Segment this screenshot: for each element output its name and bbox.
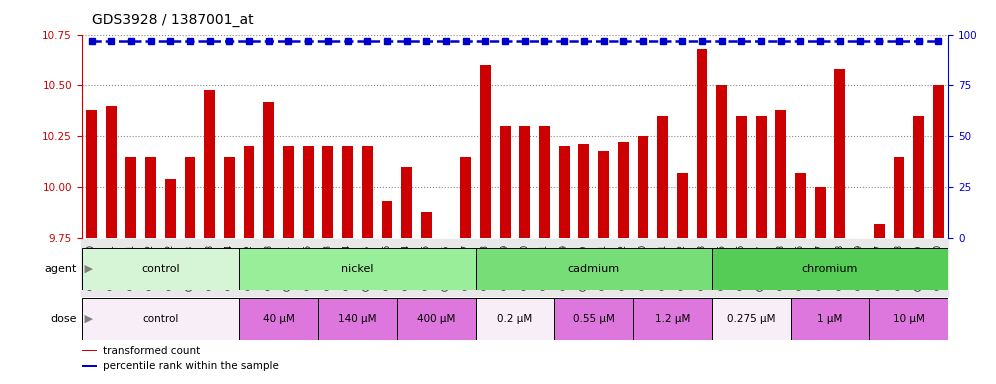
Bar bbox=[835, 69, 846, 238]
Bar bbox=[82, 365, 98, 367]
Bar bbox=[539, 126, 550, 238]
Text: 40 μM: 40 μM bbox=[263, 314, 295, 324]
Bar bbox=[475, 248, 712, 290]
Bar bbox=[184, 157, 195, 238]
Bar bbox=[165, 179, 175, 238]
Bar bbox=[239, 298, 318, 340]
Bar bbox=[933, 86, 944, 238]
Bar bbox=[125, 157, 136, 238]
Bar bbox=[323, 147, 334, 238]
Bar bbox=[145, 157, 156, 238]
Bar bbox=[460, 157, 471, 238]
Bar bbox=[475, 298, 555, 340]
Text: ▶: ▶ bbox=[81, 264, 93, 274]
Bar bbox=[791, 298, 870, 340]
Bar bbox=[362, 147, 373, 238]
Text: 1 μM: 1 μM bbox=[818, 314, 843, 324]
Bar bbox=[500, 126, 511, 238]
Bar bbox=[716, 86, 727, 238]
Text: 0.275 μM: 0.275 μM bbox=[727, 314, 776, 324]
Bar bbox=[263, 102, 274, 238]
Bar bbox=[677, 173, 688, 238]
Bar bbox=[401, 167, 412, 238]
Bar bbox=[873, 224, 884, 238]
Bar bbox=[86, 110, 97, 238]
Bar bbox=[224, 157, 235, 238]
Bar bbox=[318, 298, 396, 340]
Bar bbox=[657, 116, 668, 238]
Bar bbox=[283, 147, 294, 238]
Bar bbox=[440, 238, 451, 275]
Bar bbox=[696, 49, 707, 238]
Bar bbox=[756, 116, 767, 238]
Bar bbox=[637, 136, 648, 238]
Bar bbox=[244, 147, 255, 238]
Bar bbox=[633, 298, 712, 340]
Bar bbox=[519, 126, 530, 238]
Text: nickel: nickel bbox=[342, 264, 374, 274]
Text: 0.2 μM: 0.2 μM bbox=[497, 314, 533, 324]
Bar bbox=[480, 65, 491, 238]
Bar bbox=[599, 151, 609, 238]
Bar bbox=[381, 202, 392, 238]
Text: chromium: chromium bbox=[802, 264, 859, 274]
Bar bbox=[579, 144, 590, 238]
Bar bbox=[342, 147, 353, 238]
Text: 400 μM: 400 μM bbox=[417, 314, 455, 324]
Bar bbox=[795, 173, 806, 238]
Text: dose: dose bbox=[50, 314, 77, 324]
Text: transformed count: transformed count bbox=[104, 346, 200, 356]
Bar bbox=[618, 142, 628, 238]
Bar bbox=[736, 116, 747, 238]
Text: control: control bbox=[141, 264, 179, 274]
Text: GDS3928 / 1387001_at: GDS3928 / 1387001_at bbox=[92, 13, 253, 27]
Text: agent: agent bbox=[44, 264, 77, 274]
Text: cadmium: cadmium bbox=[568, 264, 620, 274]
Bar bbox=[555, 298, 633, 340]
Bar bbox=[204, 89, 215, 238]
Bar bbox=[775, 110, 786, 238]
Bar bbox=[396, 298, 475, 340]
Text: 10 μM: 10 μM bbox=[892, 314, 924, 324]
Text: 0.55 μM: 0.55 μM bbox=[573, 314, 615, 324]
Text: 140 μM: 140 μM bbox=[338, 314, 376, 324]
Text: control: control bbox=[142, 314, 178, 324]
Bar bbox=[239, 248, 475, 290]
Bar bbox=[559, 147, 570, 238]
Bar bbox=[893, 157, 904, 238]
Bar bbox=[815, 187, 826, 238]
Bar bbox=[106, 106, 117, 238]
Bar bbox=[870, 298, 948, 340]
Bar bbox=[82, 298, 239, 340]
Text: 1.2 μM: 1.2 μM bbox=[654, 314, 690, 324]
Bar bbox=[82, 349, 98, 351]
Bar bbox=[913, 116, 924, 238]
Text: percentile rank within the sample: percentile rank within the sample bbox=[104, 361, 279, 371]
Bar bbox=[82, 248, 239, 290]
Bar bbox=[712, 298, 791, 340]
Text: ▶: ▶ bbox=[81, 314, 93, 324]
Bar bbox=[712, 248, 948, 290]
Bar bbox=[421, 212, 431, 238]
Bar bbox=[303, 147, 314, 238]
